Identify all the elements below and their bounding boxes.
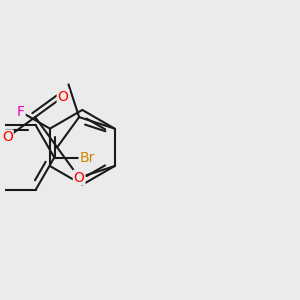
Text: O: O (58, 90, 68, 104)
Text: O: O (2, 130, 13, 144)
Text: O: O (74, 171, 85, 184)
Text: Br: Br (80, 151, 95, 164)
Text: F: F (17, 105, 25, 119)
